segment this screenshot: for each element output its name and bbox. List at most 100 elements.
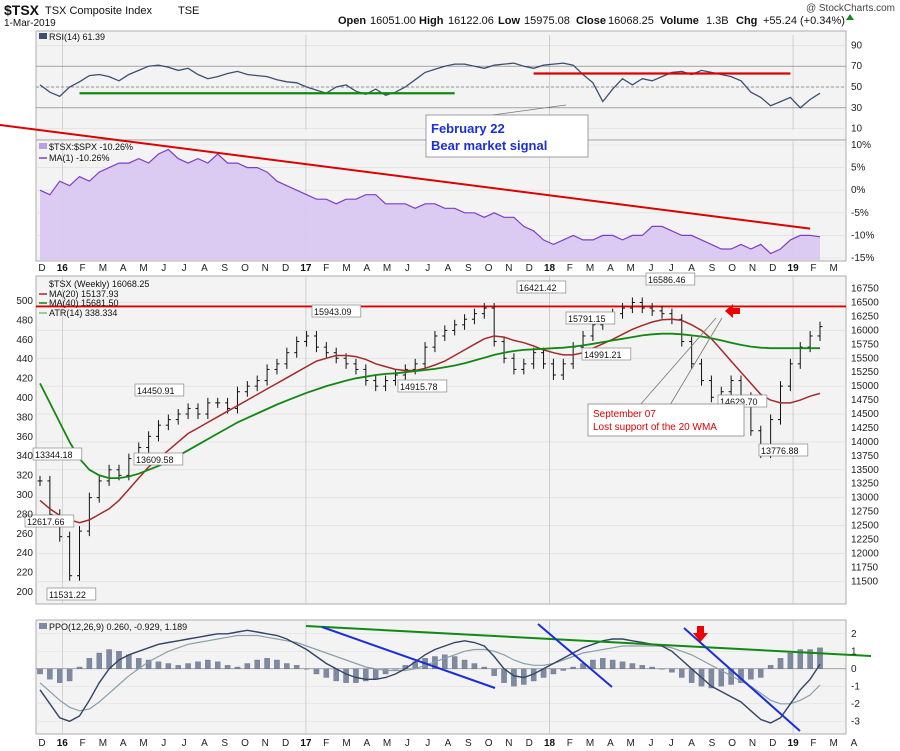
bottom-month-tick-label: M xyxy=(139,738,147,749)
chg-value: +55.24 (+0.34%) xyxy=(763,15,845,27)
price-annotation-box xyxy=(46,587,97,601)
price-left-tick-label: 440 xyxy=(16,354,33,365)
sep07-pointer-line-2 xyxy=(669,317,723,406)
ppo-histogram-bar xyxy=(234,666,241,669)
ppo-histogram-bar xyxy=(392,668,399,670)
rsi-chart xyxy=(36,62,846,109)
price-left-tick-label: 460 xyxy=(16,335,33,346)
price-annotation-box xyxy=(645,272,696,286)
price-annotation-box xyxy=(581,347,632,361)
ohlc-summary: Open 16051.00 High 16122.06 Low 15975.08… xyxy=(338,15,845,27)
top-month-tick-label: 19 xyxy=(788,263,800,274)
bottom-month-tick-label: F xyxy=(323,738,329,749)
ppo-histogram-bar xyxy=(165,663,172,669)
top-month-tick-label: M xyxy=(830,263,838,274)
ppo-histogram-bar xyxy=(224,665,231,669)
sep07-pointer-line-1 xyxy=(639,317,717,406)
ppo-tick-label: 1 xyxy=(851,646,857,657)
relative-tick-label: 10% xyxy=(851,140,871,151)
axes: 1030507090-15%-10%-5%0%5%10%115001175012… xyxy=(16,40,879,749)
ppo-histogram-bar xyxy=(600,658,606,669)
price-right-tick-label: 12000 xyxy=(851,548,879,559)
feb22-callout-line2: Bear market signal xyxy=(431,138,547,153)
rsi-tick-label: 70 xyxy=(851,61,863,72)
ppo-green-trendline xyxy=(305,625,872,657)
top-month-tick-label: D xyxy=(38,263,45,274)
price-annotation-box xyxy=(516,280,567,294)
ppo-histogram-bar xyxy=(748,668,754,680)
price-right-tick-label: 13250 xyxy=(851,479,879,490)
ppo-histogram-bar xyxy=(442,654,448,669)
index-name: TSX Composite Index xyxy=(45,5,152,17)
ppo-tick-label: -1 xyxy=(851,681,860,692)
top-month-tick-label: A xyxy=(688,263,695,274)
bottom-month-tick-label: 18 xyxy=(544,738,556,749)
ppo-histogram-bar xyxy=(491,668,497,676)
low-label: Low xyxy=(498,15,520,27)
ticker-symbol: $TSX xyxy=(4,2,40,18)
ppo-histogram-bar xyxy=(570,666,576,669)
relative-legend-swatch xyxy=(39,143,47,149)
top-month-tick-label: M xyxy=(342,263,350,274)
ppo-histogram-bar xyxy=(284,663,290,669)
close-label: Close xyxy=(576,15,606,27)
price-left-tick-label: 360 xyxy=(16,432,33,443)
ppo-histogram-bar xyxy=(481,666,488,669)
price-annotation-box xyxy=(24,514,75,528)
ppo-histogram-bar xyxy=(303,668,310,670)
bottom-month-tick-label: S xyxy=(709,738,716,749)
chg-label: Chg xyxy=(736,15,757,27)
price-annotation-label: 15943.09 xyxy=(314,307,352,317)
ppo-histogram-bar xyxy=(96,652,102,669)
ppo-histogram-bar xyxy=(777,658,784,669)
top-month-tick-label: A xyxy=(607,263,614,274)
top-month-tick-label: A xyxy=(363,263,370,274)
top-month-tick-label: J xyxy=(182,263,187,274)
ppo-histogram-bar xyxy=(718,668,725,687)
ppo-histogram-bar xyxy=(47,668,53,680)
price-right-tick-label: 14000 xyxy=(851,437,879,448)
price-right-tick-label: 15500 xyxy=(851,353,879,364)
price-annotation-label: 14450.91 xyxy=(137,386,175,396)
top-month-tick-label: F xyxy=(80,263,86,274)
top-month-tick-label: 18 xyxy=(544,263,556,274)
top-month-tick-label: A xyxy=(120,263,127,274)
bottom-month-tick-label: J xyxy=(405,738,410,749)
price-annotation-box xyxy=(397,379,448,393)
price-legend-title: $TSX (Weekly) 16068.25 xyxy=(49,279,149,289)
ppo-histogram-bar xyxy=(126,654,132,669)
ppo-histogram-bar xyxy=(313,668,320,675)
bottom-month-tick-label: 16 xyxy=(57,738,69,749)
ppo-histogram-bar xyxy=(767,665,774,669)
price-right-tick-label: 11500 xyxy=(851,576,879,587)
bottom-month-tick-label: J xyxy=(425,738,430,749)
top-month-tick-label: A xyxy=(445,263,452,274)
price-right-tick-label: 12500 xyxy=(851,521,879,532)
red-left-arrow-icon xyxy=(725,304,740,318)
ppo-histogram-bar xyxy=(382,668,389,675)
top-month-tick-label: S xyxy=(221,263,228,274)
ppo-tick-label: -3 xyxy=(851,716,860,727)
rsi-tick-label: 30 xyxy=(851,103,863,114)
ppo-histogram-bar xyxy=(145,659,152,669)
rsi-tick-label: 50 xyxy=(851,82,863,93)
price-right-tick-label: 14750 xyxy=(851,395,879,406)
ppo-histogram-bar xyxy=(758,668,764,678)
red-down-arrow-icon xyxy=(693,626,708,642)
top-month-tick-label: S xyxy=(465,263,472,274)
top-month-tick-label: S xyxy=(709,263,716,274)
chart-header: $TSX TSX Composite Index TSE 1-Mar-2019 … xyxy=(4,2,895,29)
ppo-histogram-bar xyxy=(86,658,93,669)
top-month-tick-label: F xyxy=(810,263,816,274)
ppo-tick-label: -2 xyxy=(851,699,860,710)
ppo-histogram-bar xyxy=(807,649,813,669)
ppo-histogram-bar xyxy=(56,668,63,683)
price-annotation-label: 13344.18 xyxy=(35,450,73,460)
bottom-month-tick-label: M xyxy=(342,738,350,749)
ppo-histogram-bar xyxy=(244,663,251,669)
ppo-histogram-bar xyxy=(797,649,804,669)
top-month-tick-label: M xyxy=(586,263,594,274)
bottom-month-tick-label: 17 xyxy=(300,738,312,749)
top-month-tick-label: J xyxy=(405,263,410,274)
top-month-tick-label: J xyxy=(425,263,430,274)
